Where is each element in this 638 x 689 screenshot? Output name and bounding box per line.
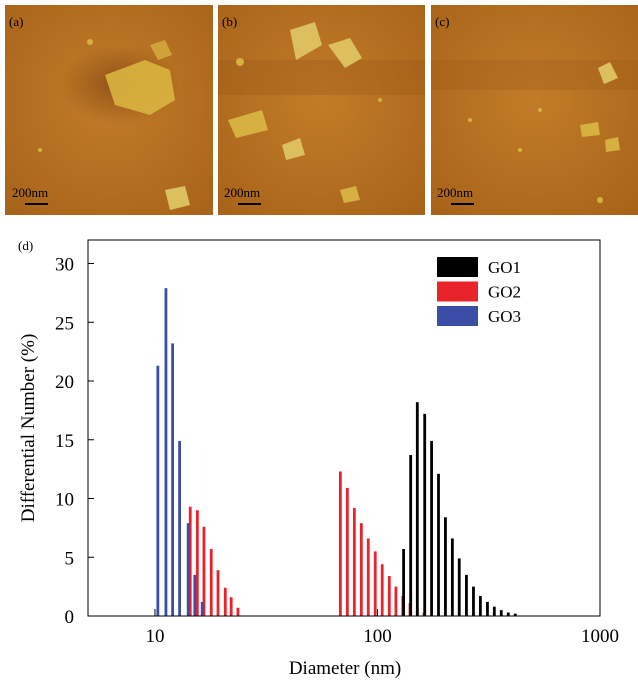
bar <box>506 612 510 616</box>
panel-c <box>431 5 638 215</box>
legend-swatch <box>437 281 478 302</box>
x-axis-label: Diameter (nm) <box>289 658 401 679</box>
bar <box>209 549 213 616</box>
bar <box>193 574 197 616</box>
y-tick-label: 15 <box>55 431 74 452</box>
bar <box>164 288 168 616</box>
y-tick-label: 30 <box>55 255 74 276</box>
bar <box>229 597 233 616</box>
y-tick-label: 0 <box>65 607 75 628</box>
legend-label: GO2 <box>488 283 521 302</box>
bar <box>188 506 192 616</box>
legend-swatch <box>437 306 478 326</box>
bar <box>437 473 440 616</box>
panel-label: (c) <box>435 14 449 29</box>
panel-a <box>5 5 213 215</box>
bar <box>236 607 240 616</box>
bar <box>450 538 454 616</box>
scale-label: 200nm <box>12 185 48 200</box>
bar <box>394 586 398 616</box>
panel-label: (b) <box>222 14 237 29</box>
legend-label: GO3 <box>488 307 521 326</box>
legend-label: GO1 <box>488 258 521 277</box>
x-tick-label: 10 <box>145 626 164 647</box>
scale-label: 200nm <box>437 185 473 200</box>
bar <box>171 343 175 616</box>
bar <box>492 606 496 616</box>
bar <box>338 471 342 616</box>
panel-b <box>218 5 425 215</box>
plot-frame <box>87 239 601 617</box>
bar <box>387 576 391 616</box>
bar <box>202 526 206 616</box>
bar <box>415 402 419 616</box>
x-tick-label: 1000 <box>581 626 619 647</box>
bar <box>345 487 349 616</box>
bar <box>186 523 190 616</box>
y-tick-label: 25 <box>55 313 74 334</box>
x-tick-label: 100 <box>363 626 392 647</box>
bar <box>373 551 377 616</box>
bar <box>409 455 413 616</box>
bar <box>478 596 482 616</box>
bar <box>156 365 160 616</box>
bar <box>499 610 503 616</box>
bar <box>352 507 356 616</box>
y-axis-label: Differential Number (%) <box>18 334 39 523</box>
afm-images: (a) (b) (c) 200nm 200nm 200nm <box>5 5 638 215</box>
bar <box>423 413 427 616</box>
scale-label: 200nm <box>224 185 260 200</box>
bar <box>223 587 227 616</box>
bar <box>200 601 204 616</box>
bar <box>366 538 370 616</box>
bar <box>359 523 363 616</box>
bar <box>486 601 489 616</box>
panel-label: (d) <box>18 238 33 253</box>
bar <box>380 564 384 616</box>
bar <box>195 510 199 616</box>
bar <box>430 440 433 616</box>
bar <box>444 517 447 616</box>
bar <box>513 613 517 616</box>
bar <box>178 440 181 616</box>
panel-label: (a) <box>9 14 23 29</box>
bar <box>465 574 468 616</box>
bar <box>472 586 475 616</box>
chart: (d) Diameter (nm) Differential Number (%… <box>18 238 619 679</box>
y-tick-label: 20 <box>55 372 74 393</box>
bar <box>216 570 220 616</box>
y-tick-label: 10 <box>55 490 74 511</box>
legend-swatch <box>437 257 478 277</box>
bar <box>402 549 405 616</box>
y-tick-label: 5 <box>65 548 75 569</box>
bar <box>457 558 461 616</box>
